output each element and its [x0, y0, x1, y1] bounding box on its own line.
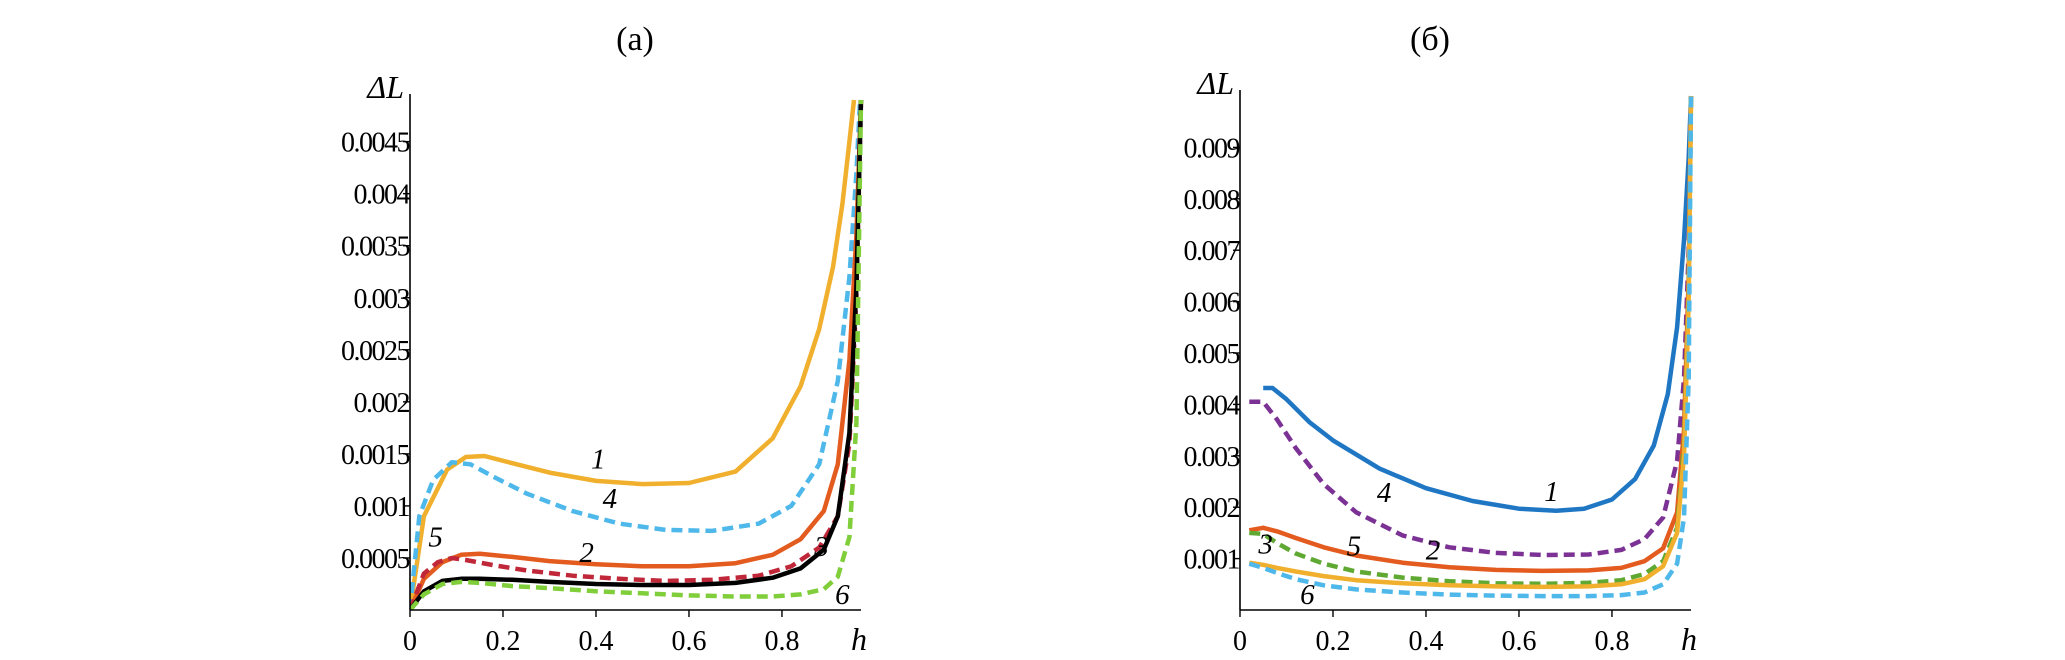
- series-line-1: [1263, 95, 1694, 514]
- series-group: [410, 99, 864, 610]
- curve-label-1: 1: [1544, 476, 1559, 508]
- y-axis-title: ΔL: [365, 69, 404, 105]
- x-axis-title: h: [1681, 621, 1697, 657]
- x-tick-label: 0.2: [485, 626, 520, 657]
- curve-label-3: 3: [813, 531, 829, 563]
- series-line-4: [410, 99, 863, 610]
- series-line-6: [410, 99, 864, 610]
- x-tick-label: 0.8: [1594, 626, 1629, 657]
- x-tick-label: 0.6: [671, 626, 706, 657]
- y-tick-label: 0.009: [1184, 133, 1240, 164]
- y-tick-label: 0.006: [1184, 288, 1241, 319]
- x-tick-label: 0.4: [1408, 626, 1443, 657]
- x-tick-label: 0.8: [764, 626, 799, 657]
- series-line-1: [410, 99, 857, 610]
- x-tick-label: 0.2: [1315, 626, 1350, 657]
- panel-title: (б): [1410, 21, 1450, 58]
- y-tick-label: 0.005: [1184, 339, 1240, 370]
- panel-title: (а): [616, 21, 654, 58]
- y-tick-label: 0.0025: [341, 336, 410, 367]
- curve-label-2: 2: [1426, 535, 1441, 567]
- y-tick-label: 0.008: [1184, 185, 1240, 216]
- x-tick-label: 0: [1233, 626, 1247, 657]
- curve-label-1: 1: [591, 443, 606, 475]
- y-tick-label: 0.004: [354, 180, 411, 211]
- y-tick-label: 0.004: [1184, 390, 1241, 421]
- series-line-6: [1248, 95, 1694, 599]
- y-tick-label: 0.001: [1184, 545, 1240, 576]
- curve-label-4: 4: [1377, 477, 1392, 509]
- series-line-3: [410, 99, 864, 610]
- y-tick-label: 0.003: [1184, 442, 1240, 473]
- series-line-4: [1249, 95, 1694, 558]
- x-tick-label: 0.4: [578, 626, 613, 657]
- series-line-5: [410, 99, 864, 610]
- series-group: [1248, 95, 1694, 599]
- y-tick-label: 0.003: [354, 284, 410, 315]
- y-axis-title: ΔL: [1195, 65, 1234, 101]
- y-tick-label: 0.0035: [341, 232, 410, 263]
- curve-label-6: 6: [835, 579, 850, 611]
- panel-a: (а) 0.0005 0.001 0.0015 0.002 0.0025 0.003 0.00…: [341, 21, 867, 657]
- series-line-3: [1248, 95, 1694, 590]
- y-tick-label: 0.0015: [341, 440, 410, 471]
- curve-label-5: 5: [1347, 531, 1362, 563]
- curve-label-6: 6: [1300, 579, 1315, 611]
- y-tick-label: 0.0045: [341, 128, 410, 159]
- y-tick-label: 0.002: [354, 388, 410, 419]
- panel-b: (б) 0.001 0.002 0.003 0.004 0.005 0.006 0.007 0.…: [1184, 21, 1698, 657]
- series-line-5: [1249, 95, 1694, 587]
- y-tick-label: 0.002: [1184, 493, 1240, 524]
- y-tick-label: 0.001: [354, 492, 410, 523]
- series-line-2: [410, 99, 864, 610]
- x-tick-label: 0: [403, 626, 417, 657]
- curve-label-2: 2: [579, 537, 594, 569]
- curve-label-5: 5: [428, 522, 443, 554]
- x-tick-label: 0.6: [1501, 626, 1536, 657]
- y-tick-label: 0.0005: [341, 544, 410, 575]
- curve-label-3: 3: [1257, 528, 1273, 560]
- curve-label-4: 4: [603, 483, 618, 515]
- x-axis-title: h: [851, 621, 867, 657]
- y-tick-label: 0.007: [1184, 236, 1241, 267]
